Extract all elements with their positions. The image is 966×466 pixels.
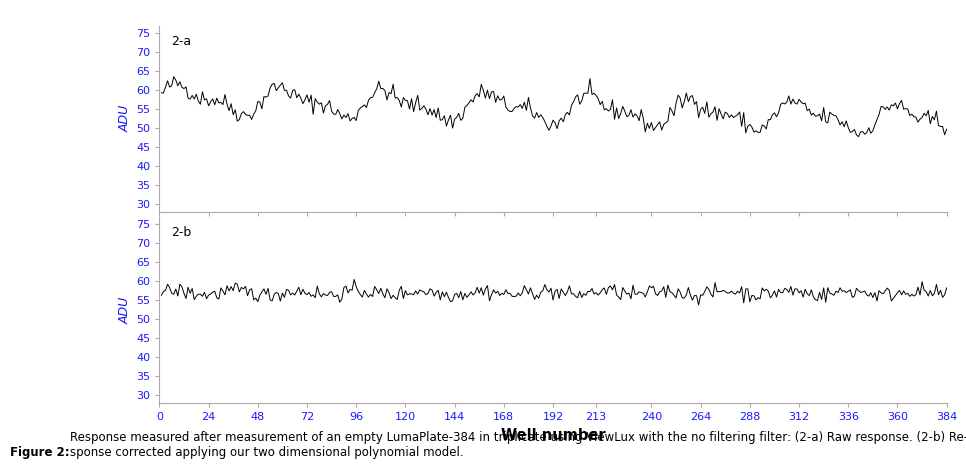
Text: Response measured after measurement of an empty LumaPlate-384 in triplicate usin: Response measured after measurement of a… — [70, 431, 966, 459]
Y-axis label: ADU: ADU — [119, 105, 132, 132]
Text: 2-b: 2-b — [171, 226, 191, 239]
Text: 2-a: 2-a — [171, 35, 191, 48]
Text: Figure 2:: Figure 2: — [10, 446, 73, 459]
Y-axis label: ADU: ADU — [119, 296, 132, 323]
X-axis label: Well number: Well number — [500, 428, 606, 443]
